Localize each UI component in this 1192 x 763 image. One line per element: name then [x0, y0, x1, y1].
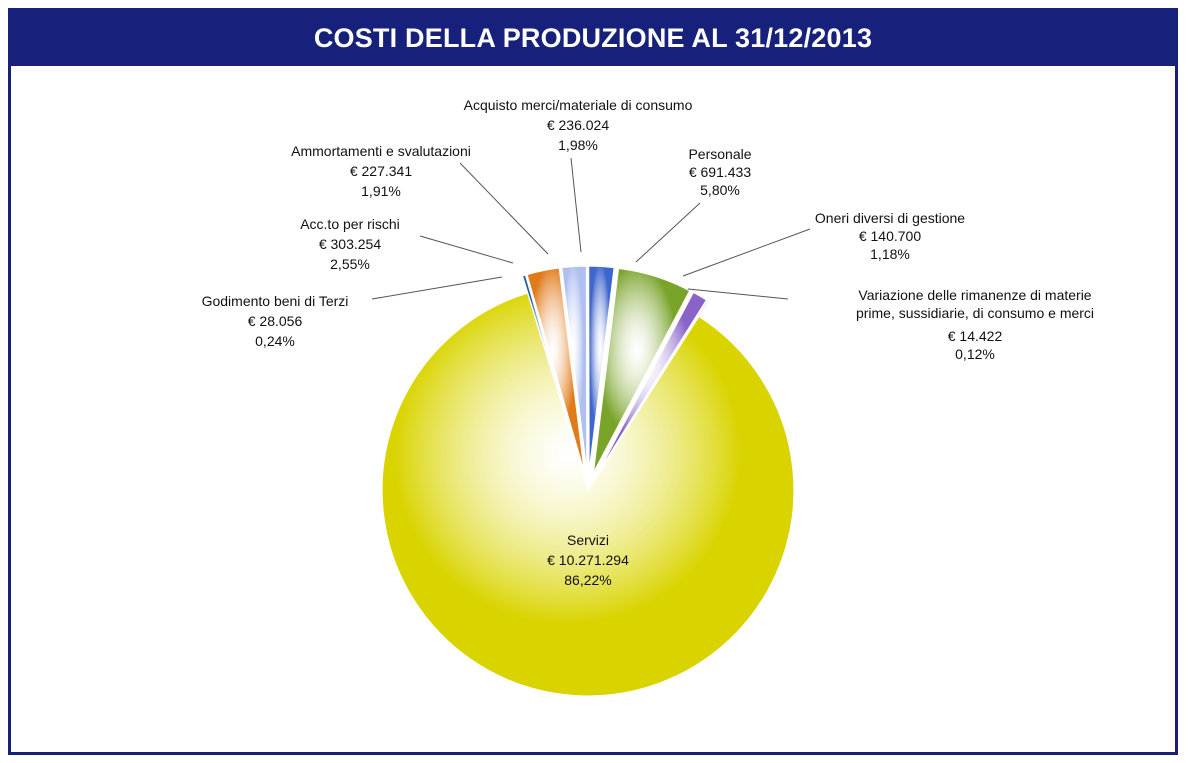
pie-slice-acquisto-merci-materiale-di-consumo	[588, 265, 615, 473]
data-label-amount-servizi: € 10.271.294	[547, 552, 629, 568]
data-label-name-variazione-delle-rimanenze-di-materie-pr: prime, sussidiarie, di consumo e merci	[856, 305, 1094, 321]
data-label-amount-ammortamenti-e-svalutazioni: € 227.341	[350, 163, 412, 179]
data-label-amount-acc-to-per-rischi: € 303.254	[319, 236, 381, 252]
pie-slice-oneri-diversi-di-gestione	[596, 291, 708, 475]
data-label-percent-variazione-delle-rimanenze-di-materie-pr: 0,12%	[955, 346, 995, 362]
leader-line-godimento-beni-di-terzi	[371, 276, 503, 300]
pie-slice-ammortamenti-e-svalutazioni	[561, 265, 588, 473]
data-label-amount-oneri-diversi-di-gestione: € 140.700	[859, 228, 921, 244]
pie-slice-personale	[592, 267, 691, 474]
leader-line-oneri-diversi-di-gestione	[682, 228, 811, 277]
pie-slice-godimento-beni-di-terzi	[521, 274, 584, 473]
data-label-percent-acquisto-merci-materiale-di-consumo: 1,98%	[558, 137, 598, 153]
data-label-percent-ammortamenti-e-svalutazioni: 1,91%	[361, 183, 401, 199]
pie-slice-acc-to-per-rischi	[526, 267, 585, 473]
data-label-percent-oneri-diversi-di-gestione: 1,18%	[870, 246, 910, 262]
leader-line-variazione-delle-rimanenze-di-materie-pr	[687, 288, 789, 300]
data-label-amount-godimento-beni-di-terzi: € 28.056	[248, 313, 303, 329]
data-label-name-ammortamenti-e-svalutazioni: Ammortamenti e svalutazioni	[291, 143, 471, 159]
data-label-name-servizi: Servizi	[567, 532, 609, 548]
leader-line-ammortamenti-e-svalutazioni	[459, 162, 549, 255]
leader-line-personale	[635, 202, 701, 263]
data-label-name-variazione-delle-rimanenze-di-materie-pr: Variazione delle rimanenze di materie	[858, 287, 1091, 303]
leader-line-acc-to-per-rischi	[419, 235, 514, 264]
data-label-amount-acquisto-merci-materiale-di-consumo: € 236.024	[547, 117, 609, 133]
data-label-name-personale: Personale	[688, 146, 751, 162]
data-label-name-godimento-beni-di-terzi: Godimento beni di Terzi	[202, 293, 349, 309]
pie-slice-servizi	[381, 292, 795, 697]
data-label-percent-godimento-beni-di-terzi: 0,24%	[255, 333, 295, 349]
data-label-amount-personale: € 691.433	[689, 164, 751, 180]
data-label-name-acquisto-merci-materiale-di-consumo: Acquisto merci/materiale di consumo	[464, 97, 693, 113]
data-label-name-oneri-diversi-di-gestione: Oneri diversi di gestione	[815, 210, 965, 226]
data-label-percent-personale: 5,80%	[700, 182, 740, 198]
leader-line-acquisto-merci-materiale-di-consumo	[570, 157, 582, 253]
chart-title: COSTI DELLA PRODUZIONE AL 31/12/2013	[313, 23, 873, 53]
data-label-name-acc-to-per-rischi: Acc.to per rischi	[300, 216, 400, 232]
title-bar: COSTI DELLA PRODUZIONE AL 31/12/2013	[11, 11, 1175, 66]
data-label-percent-acc-to-per-rischi: 2,55%	[330, 256, 370, 272]
data-label-amount-variazione-delle-rimanenze-di-materie-pr: € 14.422	[948, 328, 1003, 344]
data-label-percent-servizi: 86,22%	[564, 572, 611, 588]
